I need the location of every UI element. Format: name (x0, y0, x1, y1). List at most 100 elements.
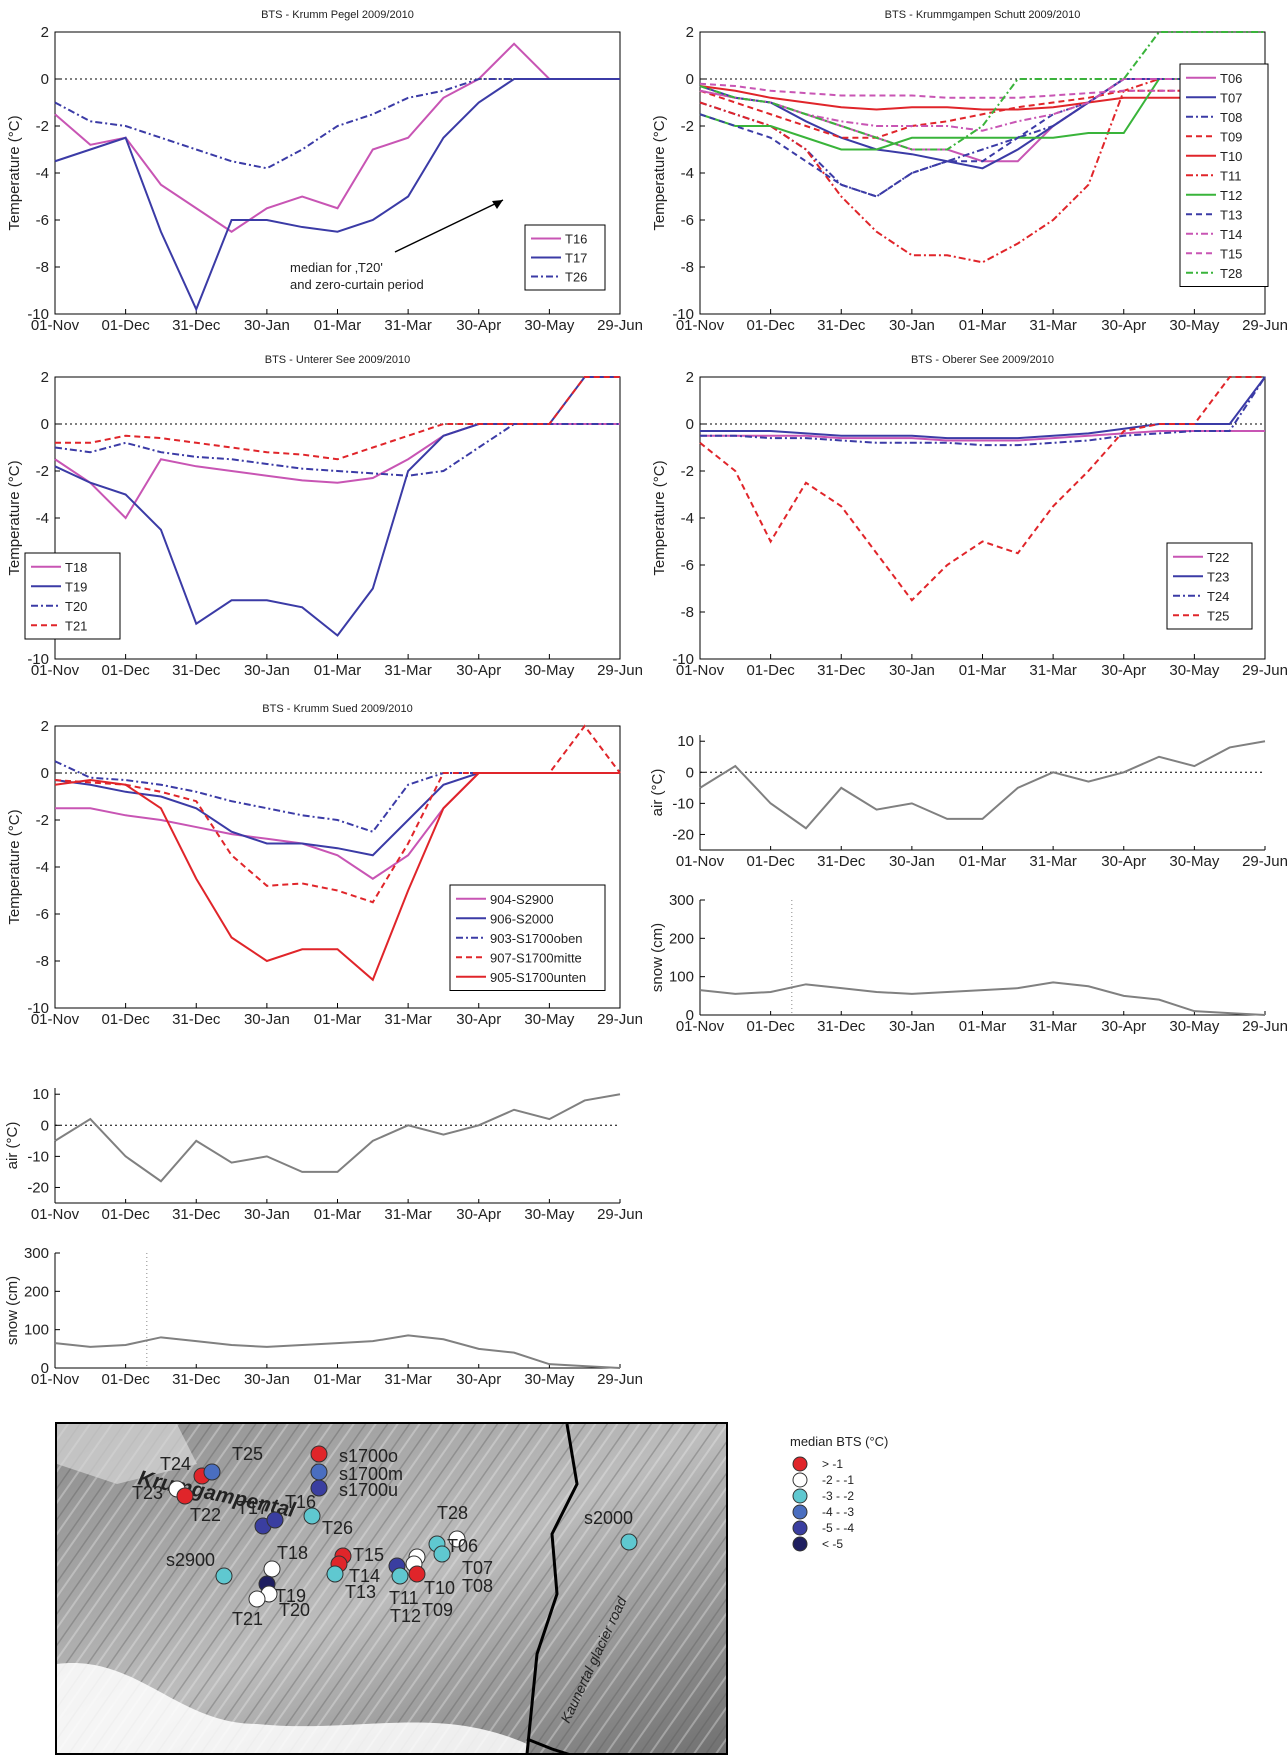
x-tick-label: 31-Dec (172, 317, 221, 334)
y-tick-label: -10 (27, 651, 49, 668)
x-tick-label: 31-Mar (384, 1371, 432, 1388)
x-tick-label: 30-Apr (456, 317, 501, 334)
x-tick-label: 01-Dec (101, 1206, 150, 1223)
x-tick-label: 29-Jun (597, 317, 643, 334)
legend-label: T06 (1220, 71, 1242, 86)
map-point-marker (310, 1445, 328, 1463)
series-line (54, 772, 620, 857)
x-tick-label: 30-May (524, 1371, 575, 1388)
series-line (55, 376, 620, 461)
x-tick-label: 01-Mar (314, 1371, 362, 1388)
y-axis-label: Temperature (°C) (6, 460, 23, 575)
annotation-arrowhead (492, 200, 503, 209)
chart-title: BTS - Krumm Pegel 2009/2010 (261, 9, 414, 21)
map-point-label: T21 (232, 1609, 263, 1629)
map-point-label: T24 (160, 1454, 191, 1474)
map-point-label: T09 (422, 1600, 453, 1620)
map-point-marker (215, 1567, 233, 1585)
x-tick-label: 01-Mar (314, 1011, 362, 1028)
x-tick-label: 29-Jun (1242, 853, 1287, 870)
series-line (700, 376, 1266, 440)
chart-unterer-see-svg: BTS - Unterer See 2009/2010-10-8-6-4-202… (6, 354, 643, 679)
x-tick-label: 29-Jun (597, 662, 643, 679)
map-point-marker (263, 1560, 281, 1578)
x-tick-label: 01-Mar (314, 1206, 362, 1223)
legend-label: T16 (565, 232, 587, 247)
x-tick-label: 01-Dec (101, 1371, 150, 1388)
legend-label: T13 (1220, 207, 1242, 222)
map-point-label: s2900 (166, 1550, 215, 1570)
map-point-label: T19 (275, 1586, 306, 1606)
x-tick-label: 30-May (1169, 317, 1220, 334)
y-axis-label: Temperature (°C) (651, 460, 668, 575)
series-line (54, 760, 620, 833)
x-tick-label: 30-Apr (1101, 853, 1146, 870)
x-tick-label: 01-Mar (959, 1018, 1007, 1035)
chart-air-left-svg: 10 0 -10 -20 01-Nov 01-Dec 31-Dec 30-Jan 01-Mar 3… (4, 1086, 643, 1223)
x-tick-label: 01-Dec (746, 317, 795, 334)
y-tick-label: 0 (686, 71, 694, 88)
legend-marker (792, 1472, 808, 1488)
map-point-label: T18 (277, 1543, 308, 1563)
x-tick-label: 31-Dec (172, 662, 221, 679)
y-tick-label: 0 (41, 765, 49, 782)
y-tick-label: -4 (36, 165, 49, 182)
map-point-marker (391, 1567, 409, 1585)
y-tick-label: -10 (27, 1148, 49, 1165)
y-tick-label: 0 (41, 416, 49, 433)
x-tick-label: 31-Mar (1029, 317, 1077, 334)
x-tick-label: 01-Nov (676, 662, 725, 679)
x-tick-label: 29-Jun (1242, 1018, 1287, 1035)
map-legend-svg: median BTS (°C) > -1 -2 - -1 -3 - -2 -4 - -… (790, 1434, 888, 1552)
map-point-label: s2000 (584, 1508, 633, 1528)
y-tick-label: -2 (36, 118, 49, 135)
x-tick-label: 30-Jan (244, 317, 290, 334)
chart-krummgampen-schutt-svg: BTS - Krummgampen Schutt 2009/2010 -10 -8 -… (651, 9, 1287, 334)
legend-label: 904-S2900 (490, 892, 554, 907)
series-line (699, 981, 1266, 1016)
chart-krumm-pegel: BTS - Krumm Pegel 2009/2010 -10 -8 -6 -4 -2 0 2… (0, 0, 643, 335)
y-tick-label: 2 (41, 24, 49, 41)
x-tick-label: 30-May (524, 662, 575, 679)
legend-label: 906-S2000 (490, 911, 554, 926)
x-tick-label: 01-Nov (676, 317, 725, 334)
x-tick-label: 30-Jan (889, 1018, 935, 1035)
y-tick-label: -6 (36, 906, 49, 923)
hillshade-map: Krumgampental Kaunertal glacier road T24… (55, 1422, 728, 1755)
series-line (54, 78, 620, 170)
x-tick-label: 01-Nov (31, 1371, 80, 1388)
x-tick-label: 31-Dec (817, 1018, 866, 1035)
y-axis-label: Temperature (°C) (651, 115, 668, 230)
y-tick-label: -2 (36, 812, 49, 829)
map-point-marker (620, 1533, 638, 1551)
legend-label: 903-S1700oben (490, 931, 583, 946)
glacier-road-line (525, 1424, 579, 1753)
y-tick-label: 0 (686, 1007, 694, 1024)
x-tick-label: 01-Dec (101, 1011, 150, 1028)
series-line (54, 423, 620, 477)
x-tick-label: 01-Nov (31, 317, 80, 334)
series-line (699, 740, 1266, 830)
x-tick-label: 30-Apr (456, 1206, 501, 1223)
legend-item-label: -3 - -2 (822, 1489, 854, 1503)
legend-items: > -1 -2 - -1 -3 - -2 -4 - -3 -5 - -4 < -5 (792, 1456, 854, 1552)
map-point-label: T08 (462, 1576, 493, 1596)
x-tick-label: 01-Mar (314, 662, 362, 679)
map-point-marker (266, 1511, 284, 1529)
x-tick-label: 30-Jan (244, 1206, 290, 1223)
x-tick-label: 01-Mar (959, 662, 1007, 679)
x-tick-label: 31-Mar (1029, 662, 1077, 679)
x-tick-label: 30-Apr (456, 1371, 501, 1388)
legend-label: T24 (1207, 589, 1229, 604)
map-point-label: T13 (345, 1582, 376, 1602)
y-tick-label: -2 (681, 118, 694, 135)
y-tick-label: 10 (32, 1086, 49, 1103)
legend-label: 907-S1700mitte (490, 950, 582, 965)
map-point-marker (248, 1590, 266, 1608)
x-tick-label: 30-May (524, 317, 575, 334)
map-point-label: T10 (424, 1578, 455, 1598)
map-point-marker (310, 1463, 328, 1481)
legend-label: T26 (565, 270, 587, 285)
annotation-text: and zero-curtain period (290, 277, 424, 292)
